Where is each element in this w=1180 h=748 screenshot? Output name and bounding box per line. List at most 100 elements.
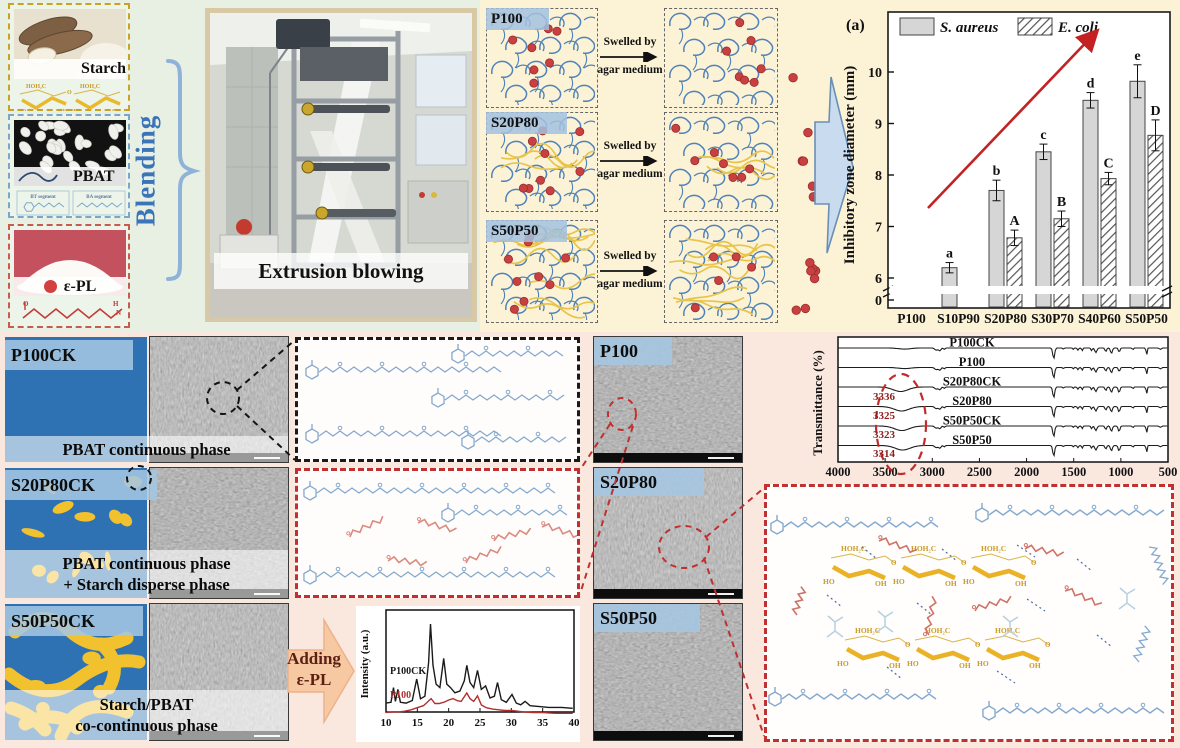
svg-text:HOH₂C: HOH₂C: [26, 84, 46, 90]
xrd-plot: Intensity (a.u.) 10 15 20 25 30 35 40 P100CK P100: [356, 606, 580, 742]
svg-text:2000: 2000: [1014, 465, 1039, 479]
label-S20P80: S20P80: [486, 112, 567, 134]
svg-text:HOH₂C: HOH₂C: [911, 544, 936, 553]
svg-text:500: 500: [1159, 465, 1178, 479]
svg-text:OH: OH: [875, 579, 887, 588]
svg-text:HO: HO: [823, 577, 835, 586]
pbat-label: PBAT: [73, 167, 115, 185]
svg-text:H: H: [113, 300, 119, 308]
svg-text:OH: OH: [112, 109, 122, 111]
svg-text:OH: OH: [1029, 661, 1041, 670]
svg-text:b: b: [993, 164, 1001, 179]
svg-text:P100: P100: [897, 311, 926, 326]
svg-text:S20P80CK: S20P80CK: [943, 375, 1002, 389]
svg-text:S50P50: S50P50: [952, 433, 992, 447]
label-p100: P100: [594, 337, 672, 365]
svg-text:0: 0: [875, 294, 882, 309]
svg-text:30: 30: [506, 717, 518, 729]
svg-text:OH: OH: [945, 579, 957, 588]
starch-material-box: Starch HOH₂CHOOHHOH₂CHOOHO: [8, 3, 130, 111]
ftir-plot: Transmittance (%) P100CK P100 S20P80CK S20P8…: [812, 336, 1178, 480]
svg-text:HO: HO: [893, 577, 905, 586]
svg-text:S40P60: S40P60: [1078, 311, 1121, 326]
svg-text:9: 9: [875, 118, 882, 133]
svg-text:HOH₂C: HOH₂C: [855, 626, 880, 635]
svg-text:BA segment: BA segment: [86, 195, 112, 200]
blending-brace: [166, 59, 201, 281]
label-P100: P100: [486, 8, 549, 30]
agar-medium-text: agar medium: [597, 278, 663, 290]
svg-text:HO: HO: [977, 659, 989, 668]
svg-text:4000: 4000: [826, 465, 851, 479]
starch-structure: HOH₂CHOOHHOH₂CHOOHO: [17, 84, 122, 111]
epl-label: ε-PL: [63, 277, 97, 295]
svg-text:O: O: [1031, 559, 1037, 567]
svg-text:HO: HO: [907, 659, 919, 668]
label-p100ck: P100CK: [5, 340, 133, 370]
pbat-material-box: PBAT BT segment BA segment: [8, 114, 130, 218]
svg-text:7: 7: [875, 221, 882, 236]
svg-text:HO: HO: [963, 577, 975, 586]
released-dots-P100: [788, 72, 798, 83]
pbat-structure-box: [295, 337, 580, 462]
caption-s20p80ck: PBAT continuous phase + Starch disperse …: [5, 550, 288, 598]
svg-text:HO: HO: [71, 109, 81, 111]
svg-text:B: B: [1057, 195, 1066, 210]
svg-text:e: e: [1134, 49, 1140, 64]
released-dots-S50P50: [791, 258, 821, 315]
release-arrow-icon: [814, 76, 854, 254]
svg-text:d: d: [1087, 77, 1095, 92]
svg-text:8: 8: [875, 169, 882, 184]
svg-text:3314: 3314: [873, 448, 896, 460]
svg-text:c: c: [1040, 128, 1046, 143]
svg-text:S30P70: S30P70: [1031, 311, 1074, 326]
svg-text:OH: OH: [889, 661, 901, 670]
agar-medium-text: agar medium: [597, 168, 663, 180]
svg-text:A: A: [1009, 214, 1020, 229]
svg-text:D: D: [1150, 104, 1160, 119]
svg-text:25: 25: [475, 717, 487, 729]
swell-arrow-icon: [600, 52, 658, 62]
svg-text:O: O: [891, 559, 897, 567]
sem-scalebar: [594, 731, 742, 740]
svg-text:O: O: [67, 90, 72, 96]
label-s20p80ck: S20P80CK: [5, 470, 157, 500]
svg-text:3000: 3000: [920, 465, 945, 479]
svg-text:P100CK: P100CK: [390, 666, 426, 677]
svg-text:O: O: [975, 641, 981, 649]
epl-dot-icon: [43, 280, 57, 293]
svg-text:S50P50: S50P50: [1125, 311, 1168, 326]
svg-text:Transmittance (%): Transmittance (%): [812, 350, 825, 456]
label-S50P50: S50P50: [486, 220, 567, 242]
swell-arrow-icon: [600, 156, 658, 166]
svg-text:S10P90: S10P90: [937, 311, 980, 326]
svg-text:6: 6: [875, 272, 882, 287]
svg-text:S20P80: S20P80: [952, 394, 992, 408]
inhibitory-zone-bar-chart: (a) Inhibitory zone diameter (mm) 0 6 7 8 9 10 a…: [842, 11, 1173, 326]
svg-text:OH: OH: [1015, 579, 1027, 588]
svg-text:HOH₂C: HOH₂C: [981, 544, 1006, 553]
svg-text:O: O: [1045, 641, 1051, 649]
label-s50p50: S50P50: [594, 604, 700, 632]
svg-text:15: 15: [412, 717, 424, 729]
pbat-photo: PBAT: [14, 120, 126, 186]
swelled-by-text: Swelled by: [603, 140, 657, 152]
svg-text:Intensity (a.u.): Intensity (a.u.): [359, 629, 371, 698]
svg-text:S50P50CK: S50P50CK: [943, 414, 1002, 428]
svg-text:P100: P100: [390, 690, 411, 701]
swell-arrow-icon: [600, 266, 658, 276]
svg-text:(a): (a): [846, 17, 865, 34]
svg-text:10: 10: [381, 717, 393, 729]
svg-text:35: 35: [537, 717, 549, 729]
swollen-network-S20P80: [664, 112, 791, 227]
swelled-by-text: Swelled by: [603, 250, 657, 262]
pbat-epl-structure-box: [295, 468, 581, 598]
svg-text:10: 10: [868, 66, 882, 81]
svg-text:20: 20: [443, 717, 455, 729]
svg-text:OH: OH: [58, 109, 68, 111]
svg-text:Inhibitory zone diameter (mm): Inhibitory zone diameter (mm): [842, 66, 858, 264]
svg-text:40: 40: [569, 717, 581, 729]
svg-text:S. aureus: S. aureus: [940, 20, 999, 36]
